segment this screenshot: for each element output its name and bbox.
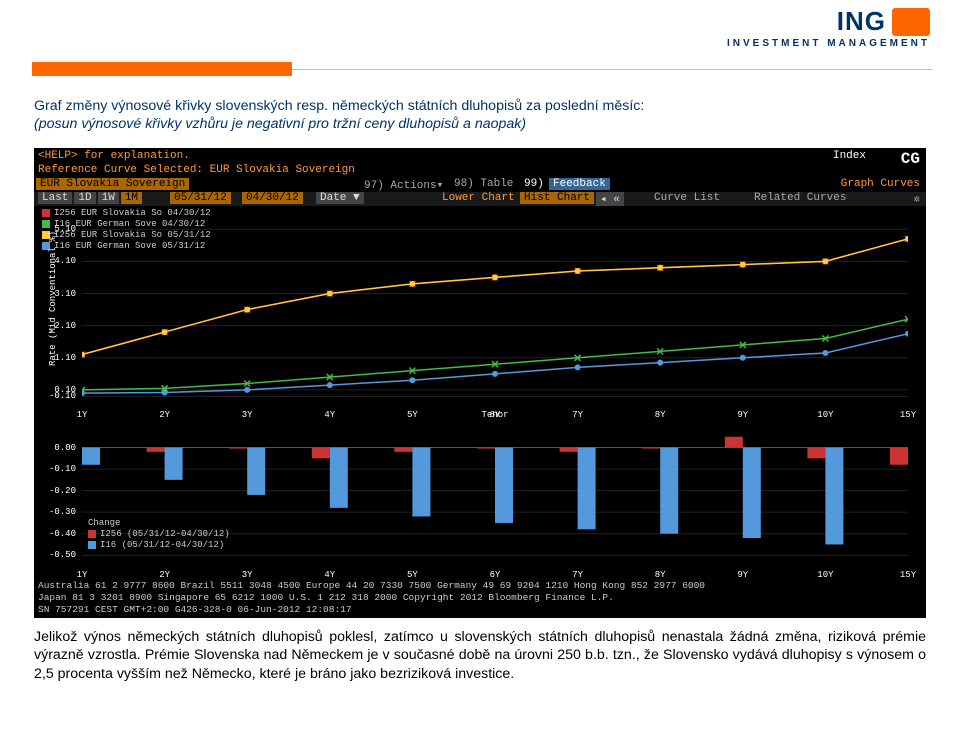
title-line2: (posun výnosové křivky vzhůru je negativ… — [34, 116, 526, 132]
x-tick: 4Y — [324, 410, 335, 420]
x-tick: 5Y — [407, 410, 418, 420]
range-tab-1d[interactable]: 1D — [74, 192, 95, 204]
legend-bottom: ChangeI256 (05/31/12-04/30/12)I16 (05/31… — [88, 518, 230, 551]
y-tick: 4.10 — [36, 256, 76, 266]
x-tick: 8Y — [655, 410, 666, 420]
y-tick: 5.10 — [36, 224, 76, 234]
range-tab-1w[interactable]: 1W — [98, 192, 119, 204]
arrows-control[interactable]: ◂ « — [596, 192, 624, 206]
change-bar-chart: 0.00-0.10-0.20-0.30-0.40-0.50 1Y2Y3Y4Y5Y… — [82, 426, 908, 566]
chart-top-svg — [82, 226, 908, 406]
lower-chart-label: Lower Chart — [442, 192, 515, 204]
instrument-field[interactable]: EUR Slovakia Sovereign — [36, 178, 189, 190]
x-tick: 1Y — [77, 410, 88, 420]
reference-line: Reference Curve Selected: EUR Slovakia S… — [38, 164, 355, 176]
footer-3: SN 757291 CEST GMT+2:00 G426-328-0 06-Ju… — [38, 604, 926, 615]
graph-curves: Graph Curves — [841, 178, 920, 190]
brand-name: ING — [837, 6, 886, 37]
x-tick: 2Y — [159, 410, 170, 420]
y-tick: 2.10 — [36, 321, 76, 331]
x-tick: 9Y — [737, 410, 748, 420]
lion-icon — [892, 8, 930, 36]
footer-2: Japan 81 3 3201 8900 Singapore 65 6212 1… — [38, 592, 926, 603]
index-label: Index — [833, 150, 866, 162]
range-tab-1m[interactable]: 1M — [121, 192, 142, 204]
date2-field[interactable]: 04/30/12 — [242, 192, 303, 204]
accent-bar — [32, 62, 292, 76]
hist-chart-field[interactable]: Hist Chart — [520, 192, 594, 204]
x-tick: 10Y — [817, 410, 833, 420]
feedback-n[interactable]: 99) — [524, 178, 544, 190]
x-tick: 3Y — [242, 410, 253, 420]
date1-field[interactable]: 05/31/12 — [170, 192, 231, 204]
brand-subline: INVESTMENT MANAGEMENT — [727, 38, 930, 49]
title-line1: Graf změny výnosové křivky slovenských r… — [34, 98, 644, 114]
related-curves[interactable]: Related Curves — [754, 192, 846, 204]
range-tab-last[interactable]: Last — [38, 192, 72, 204]
help-line: <HELP> for explanation. — [38, 150, 190, 162]
footer-1: Australia 61 2 9777 8600 Brazil 5511 304… — [38, 580, 926, 591]
menu-table[interactable]: 98) Table — [454, 178, 513, 190]
header-rule — [292, 69, 932, 70]
date-dropdown[interactable]: Date ▼ — [316, 192, 364, 204]
gear-icon[interactable]: ✲ — [913, 192, 920, 206]
x-tick: 7Y — [572, 410, 583, 420]
y-tick: 1.10 — [36, 353, 76, 363]
body-paragraph: Jelikož výnos německých státních dluhopi… — [34, 628, 926, 683]
y-tick: 3.10 — [36, 289, 76, 299]
page-header: ING INVESTMENT MANAGEMENT — [0, 0, 960, 58]
bloomberg-terminal: <HELP> for explanation. Index CG Referen… — [34, 148, 926, 618]
change-title: Change — [88, 518, 230, 529]
tenor-label: Tenor — [481, 410, 508, 420]
ing-logo: ING — [837, 6, 930, 37]
menu-actions[interactable]: 97) Actions▾ — [364, 178, 443, 192]
legend-swatch — [42, 209, 50, 217]
curve-list[interactable]: Curve List — [654, 192, 720, 204]
yield-curve-chart: Rate (Mid Conventional %) 5.104.103.102.… — [82, 226, 908, 406]
x-tick: 15Y — [900, 410, 916, 420]
title-block: Graf změny výnosové křivky slovenských r… — [34, 98, 926, 134]
menu-feedback[interactable]: Feedback — [549, 178, 610, 190]
legend-label: I256 EUR Slovakia So 04/30/12 — [54, 208, 211, 218]
y-tick: -0.10 — [36, 391, 76, 401]
